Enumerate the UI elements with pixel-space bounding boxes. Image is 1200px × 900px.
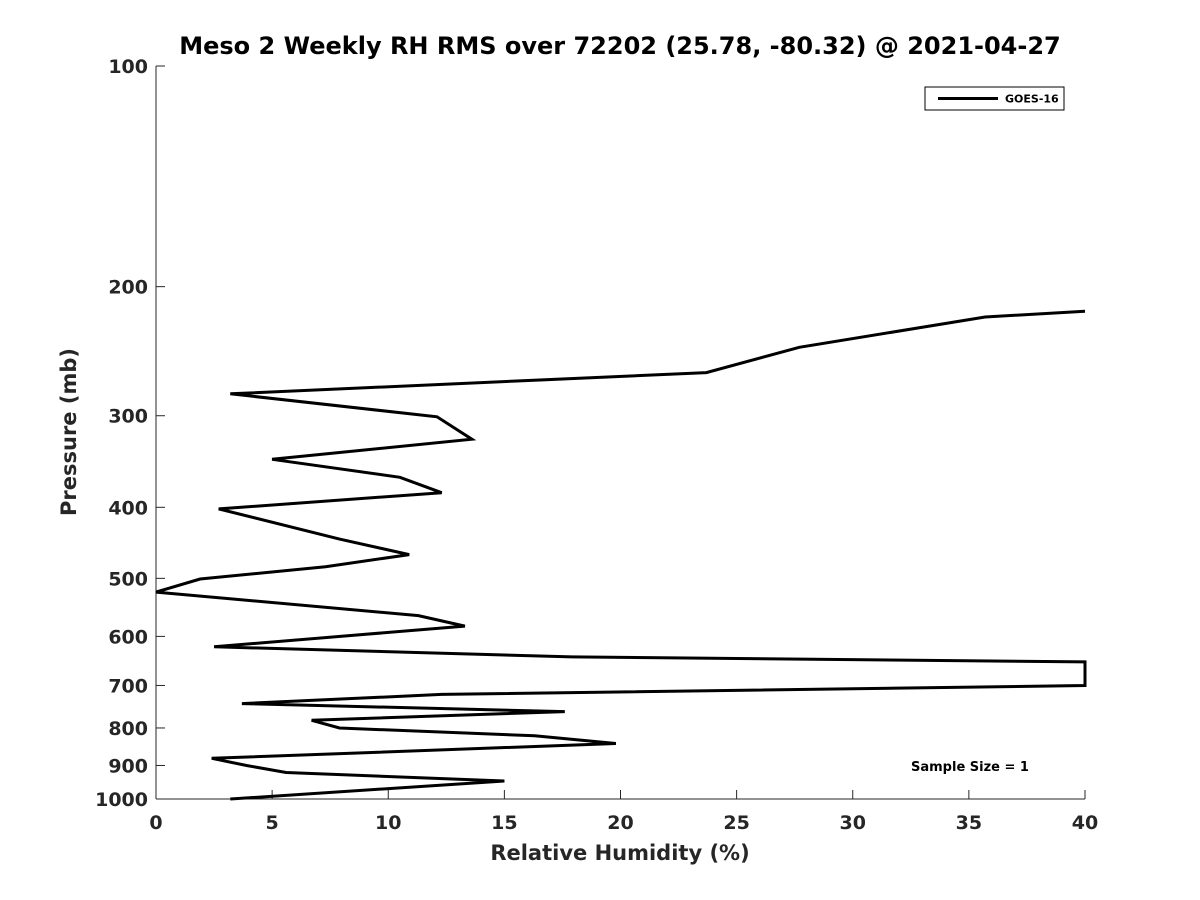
series-lines: [155, 309, 1087, 801]
y-tick-label: 1000: [95, 789, 148, 811]
chart-title: Meso 2 Weekly RH RMS over 72202 (25.78, …: [179, 32, 1061, 60]
y-axis-ticks: 100 200 300 400 500 600 700 800 900 1000: [95, 56, 165, 811]
y-tick-label: 400: [108, 497, 148, 519]
series-line-goes-16: [155, 309, 1087, 801]
x-axis-ticks: 0 5 10 15 20 25 30 35 40: [149, 790, 1098, 834]
x-tick-label: 25: [723, 812, 749, 834]
y-tick-label: 800: [108, 718, 148, 740]
legend-label-goes-16: GOES-16: [1005, 93, 1059, 106]
y-tick-label: 600: [108, 626, 148, 648]
y-tick-label: 700: [108, 675, 148, 697]
x-tick-label: 10: [375, 812, 401, 834]
x-tick-label: 5: [266, 812, 279, 834]
y-axis-label: Pressure (mb): [57, 348, 81, 516]
y-tick-label: 900: [108, 755, 148, 777]
x-tick-label: 40: [1072, 812, 1098, 834]
y-tick-label: 200: [108, 277, 148, 299]
y-tick-label: 300: [108, 406, 148, 428]
x-tick-label: 30: [840, 812, 866, 834]
x-tick-label: 35: [956, 812, 982, 834]
x-tick-label: 15: [491, 812, 517, 834]
y-tick-label: 100: [108, 56, 148, 78]
legend: GOES-16: [924, 86, 1065, 111]
sample-size-annotation: Sample Size = 1: [911, 760, 1029, 775]
x-axis-label: Relative Humidity (%): [490, 841, 749, 865]
y-tick-label: 500: [108, 568, 148, 590]
x-tick-label: 20: [607, 812, 633, 834]
x-tick-label: 0: [149, 812, 162, 834]
